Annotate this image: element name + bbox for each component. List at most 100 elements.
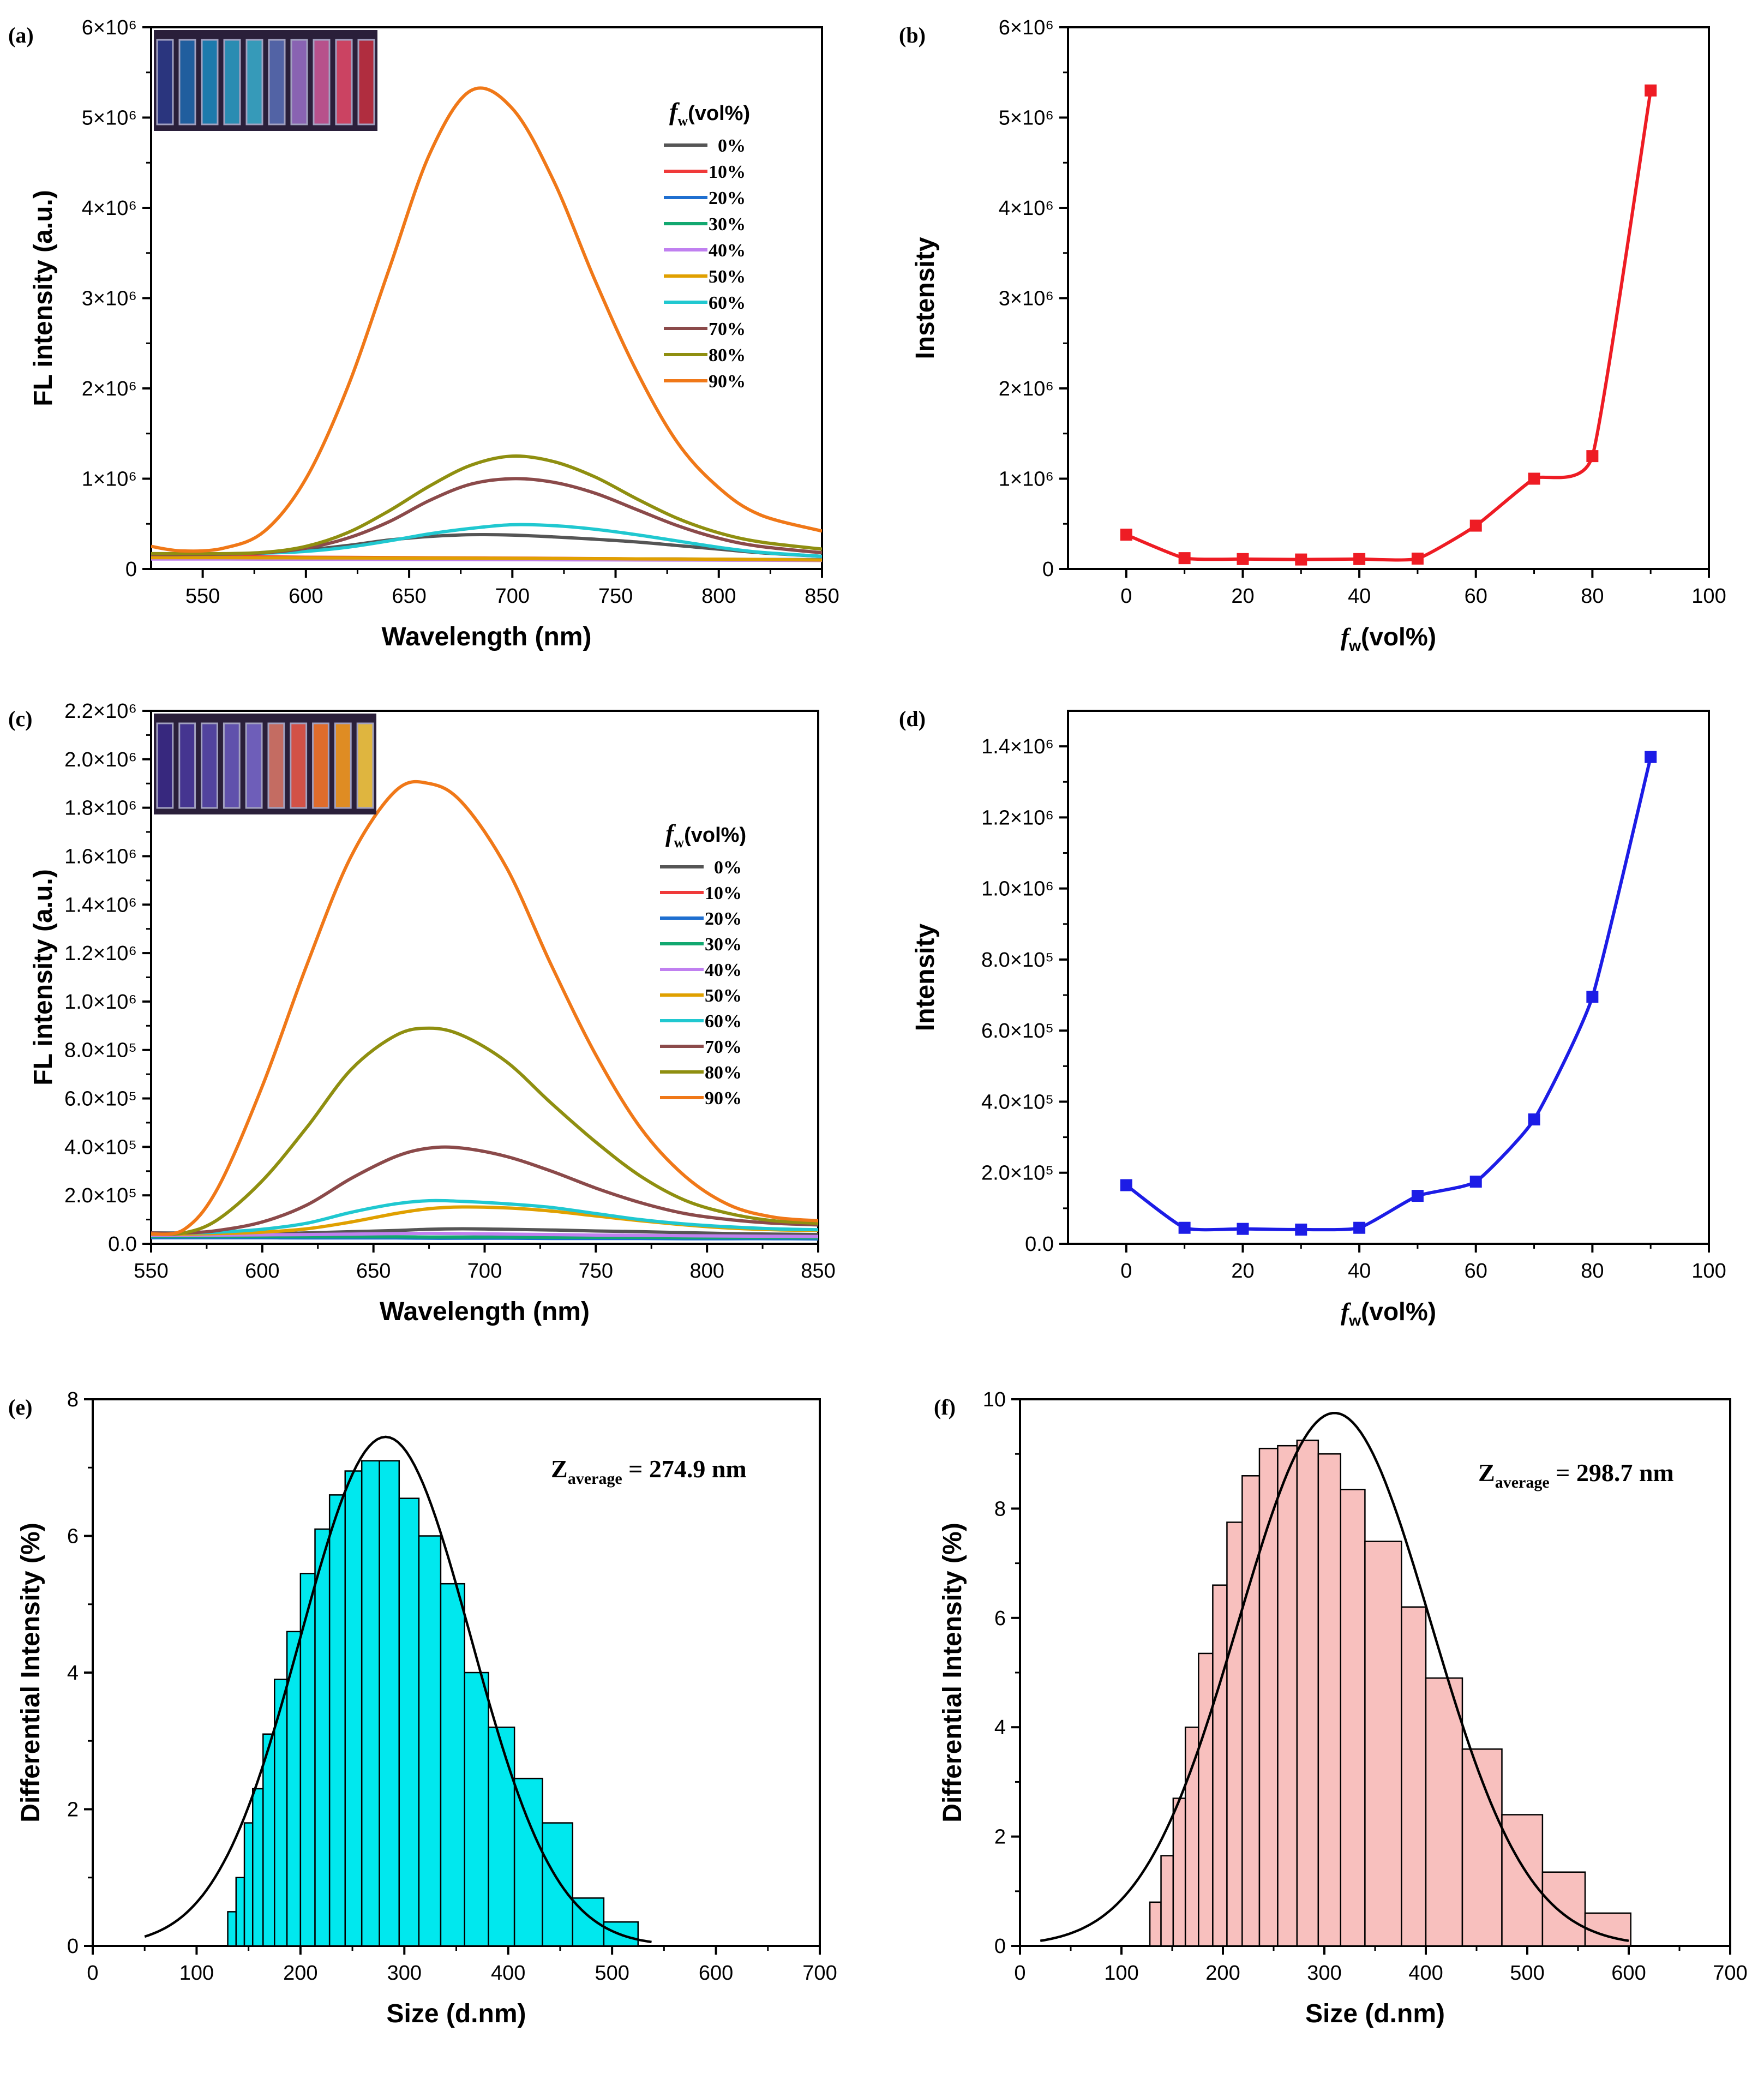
cuvette xyxy=(245,722,263,809)
x-tick-label: 100 xyxy=(1691,1260,1726,1283)
panel-b: (b) 0 20 40 60 80 100 0 1×10⁶ 2×10⁶ 3×10⁶ 4×10⁶ 5×10… xyxy=(899,16,1726,654)
plot-area xyxy=(151,86,822,562)
histogram-bar xyxy=(262,1733,275,1946)
legend-label: 20% xyxy=(709,188,746,208)
histogram-bar xyxy=(1501,1814,1544,1946)
x-tick-label: 20 xyxy=(1231,585,1254,608)
plot-area xyxy=(151,780,818,1241)
x-tick-label: 0 xyxy=(1014,1962,1025,1985)
x-tick-label: 700 xyxy=(467,1260,502,1283)
y-tick-label: 2.0×10⁵ xyxy=(64,1184,137,1207)
panel-label: (c) xyxy=(8,706,32,731)
y-tick-label: 3×10⁶ xyxy=(999,287,1054,310)
series-line-40pct xyxy=(151,1231,818,1238)
data-point xyxy=(1120,1179,1132,1191)
y-tick-label: 0.0 xyxy=(1025,1233,1054,1256)
histogram-bar xyxy=(252,1788,264,1946)
x-tick-label: 20 xyxy=(1231,1260,1254,1283)
cuvette xyxy=(178,722,196,809)
y-tick-label: 8 xyxy=(67,1388,79,1411)
x-tick-label: 100 xyxy=(1104,1962,1138,1985)
y-tick-label: 0.0 xyxy=(108,1233,137,1256)
y-axis-label: Intensity xyxy=(911,924,940,1032)
y-tick-label: 5×10⁶ xyxy=(999,107,1054,130)
histogram-bar xyxy=(418,1535,442,1946)
y-tick-label: 8.0×10⁵ xyxy=(981,949,1054,972)
y-tick-label: 6 xyxy=(994,1607,1006,1630)
x-tick-label: 800 xyxy=(701,585,736,608)
histogram-bar xyxy=(398,1497,420,1946)
histogram-bar xyxy=(1226,1521,1243,1946)
histogram-bar xyxy=(1172,1798,1186,1946)
x-axis-label: Size (d.nm) xyxy=(386,1999,526,2028)
histogram-bar xyxy=(1198,1652,1214,1946)
data-line xyxy=(1125,90,1653,562)
y-tick-label: 2×10⁶ xyxy=(82,378,137,400)
y-axis-label: FL intensity (a.u.) xyxy=(29,190,58,406)
histogram-bar xyxy=(243,1822,254,1946)
histogram-bar xyxy=(1277,1445,1298,1946)
histogram-bar xyxy=(1212,1584,1228,1946)
histogram-bar xyxy=(379,1460,400,1946)
y-tick-label: 1.8×10⁶ xyxy=(64,797,137,820)
x-tick-label: 700 xyxy=(495,585,530,608)
legend-label: 30% xyxy=(709,214,746,235)
panel-label: (b) xyxy=(899,23,926,47)
x-axis-label: fw(vol%) xyxy=(1341,622,1436,654)
data-point xyxy=(1645,84,1657,97)
y-tick-label: 10 xyxy=(983,1388,1006,1411)
z-average-annotation: Zaverage = 274.9 nm xyxy=(551,1455,747,1488)
histogram-bar xyxy=(1401,1606,1427,1946)
z-average-annotation: Zaverage = 298.7 nm xyxy=(1478,1459,1674,1491)
x-tick-label: 850 xyxy=(805,585,839,608)
y-tick-label: 5×10⁶ xyxy=(82,107,137,130)
plot-frame xyxy=(1067,26,1710,570)
cuvette xyxy=(201,39,219,125)
y-tick-label: 6×10⁶ xyxy=(999,16,1054,39)
legend-label: 20% xyxy=(705,909,742,929)
histogram-bar xyxy=(1317,1453,1342,1946)
data-point xyxy=(1645,751,1657,763)
x-axis-label: fw(vol%) xyxy=(1341,1297,1436,1329)
legend-label: 60% xyxy=(705,1011,742,1032)
histogram-bar xyxy=(542,1822,574,1946)
cuvette xyxy=(312,722,329,809)
x-tick-label: 600 xyxy=(245,1260,279,1283)
x-tick-label: 600 xyxy=(289,585,323,608)
y-tick-label: 3×10⁶ xyxy=(82,287,137,310)
panel-label: (d) xyxy=(899,706,926,731)
x-tick-label: 80 xyxy=(1581,1260,1604,1283)
series-line-50pct xyxy=(151,556,822,562)
y-tick-label: 1.2×10⁶ xyxy=(64,942,137,965)
cuvette xyxy=(356,722,374,809)
cuvette xyxy=(357,39,375,125)
histogram-bar xyxy=(1340,1489,1366,1946)
x-tick-label: 60 xyxy=(1465,1260,1487,1283)
x-tick-label: 100 xyxy=(1691,585,1726,608)
cuvette xyxy=(223,39,241,125)
histogram-bar xyxy=(1149,1901,1162,1946)
legend-label: 80% xyxy=(705,1063,742,1083)
x-tick-label: 650 xyxy=(356,1260,391,1283)
gaussian-fit-curve xyxy=(144,1435,652,1944)
y-tick-label: 6.0×10⁵ xyxy=(981,1020,1054,1043)
x-tick-label: 700 xyxy=(802,1962,837,1985)
y-tick-label: 6 xyxy=(67,1525,79,1548)
panel-d: (d) 0 20 40 60 80 100 0.0 2.0×10⁵ 4.0×10⁵ 6.0×10⁵ 8… xyxy=(899,706,1726,1329)
y-tick-label: 1.0×10⁶ xyxy=(981,878,1054,901)
data-point xyxy=(1353,1221,1366,1234)
legend-label: 10% xyxy=(709,162,746,182)
data-point xyxy=(1469,1176,1482,1188)
legend-label: 70% xyxy=(705,1037,742,1057)
data-point xyxy=(1528,472,1540,485)
y-tick-label: 6×10⁶ xyxy=(82,16,137,39)
histogram-bar xyxy=(1160,1855,1174,1946)
histogram-bar xyxy=(1425,1677,1463,1946)
y-tick-label: 0 xyxy=(1042,558,1054,581)
histogram-bar xyxy=(1184,1726,1199,1946)
cuvette xyxy=(178,39,196,125)
histogram-bar xyxy=(1258,1447,1279,1946)
legend-label: 90% xyxy=(705,1088,742,1109)
x-tick-label: 0 xyxy=(87,1962,98,1985)
data-point xyxy=(1178,552,1191,565)
